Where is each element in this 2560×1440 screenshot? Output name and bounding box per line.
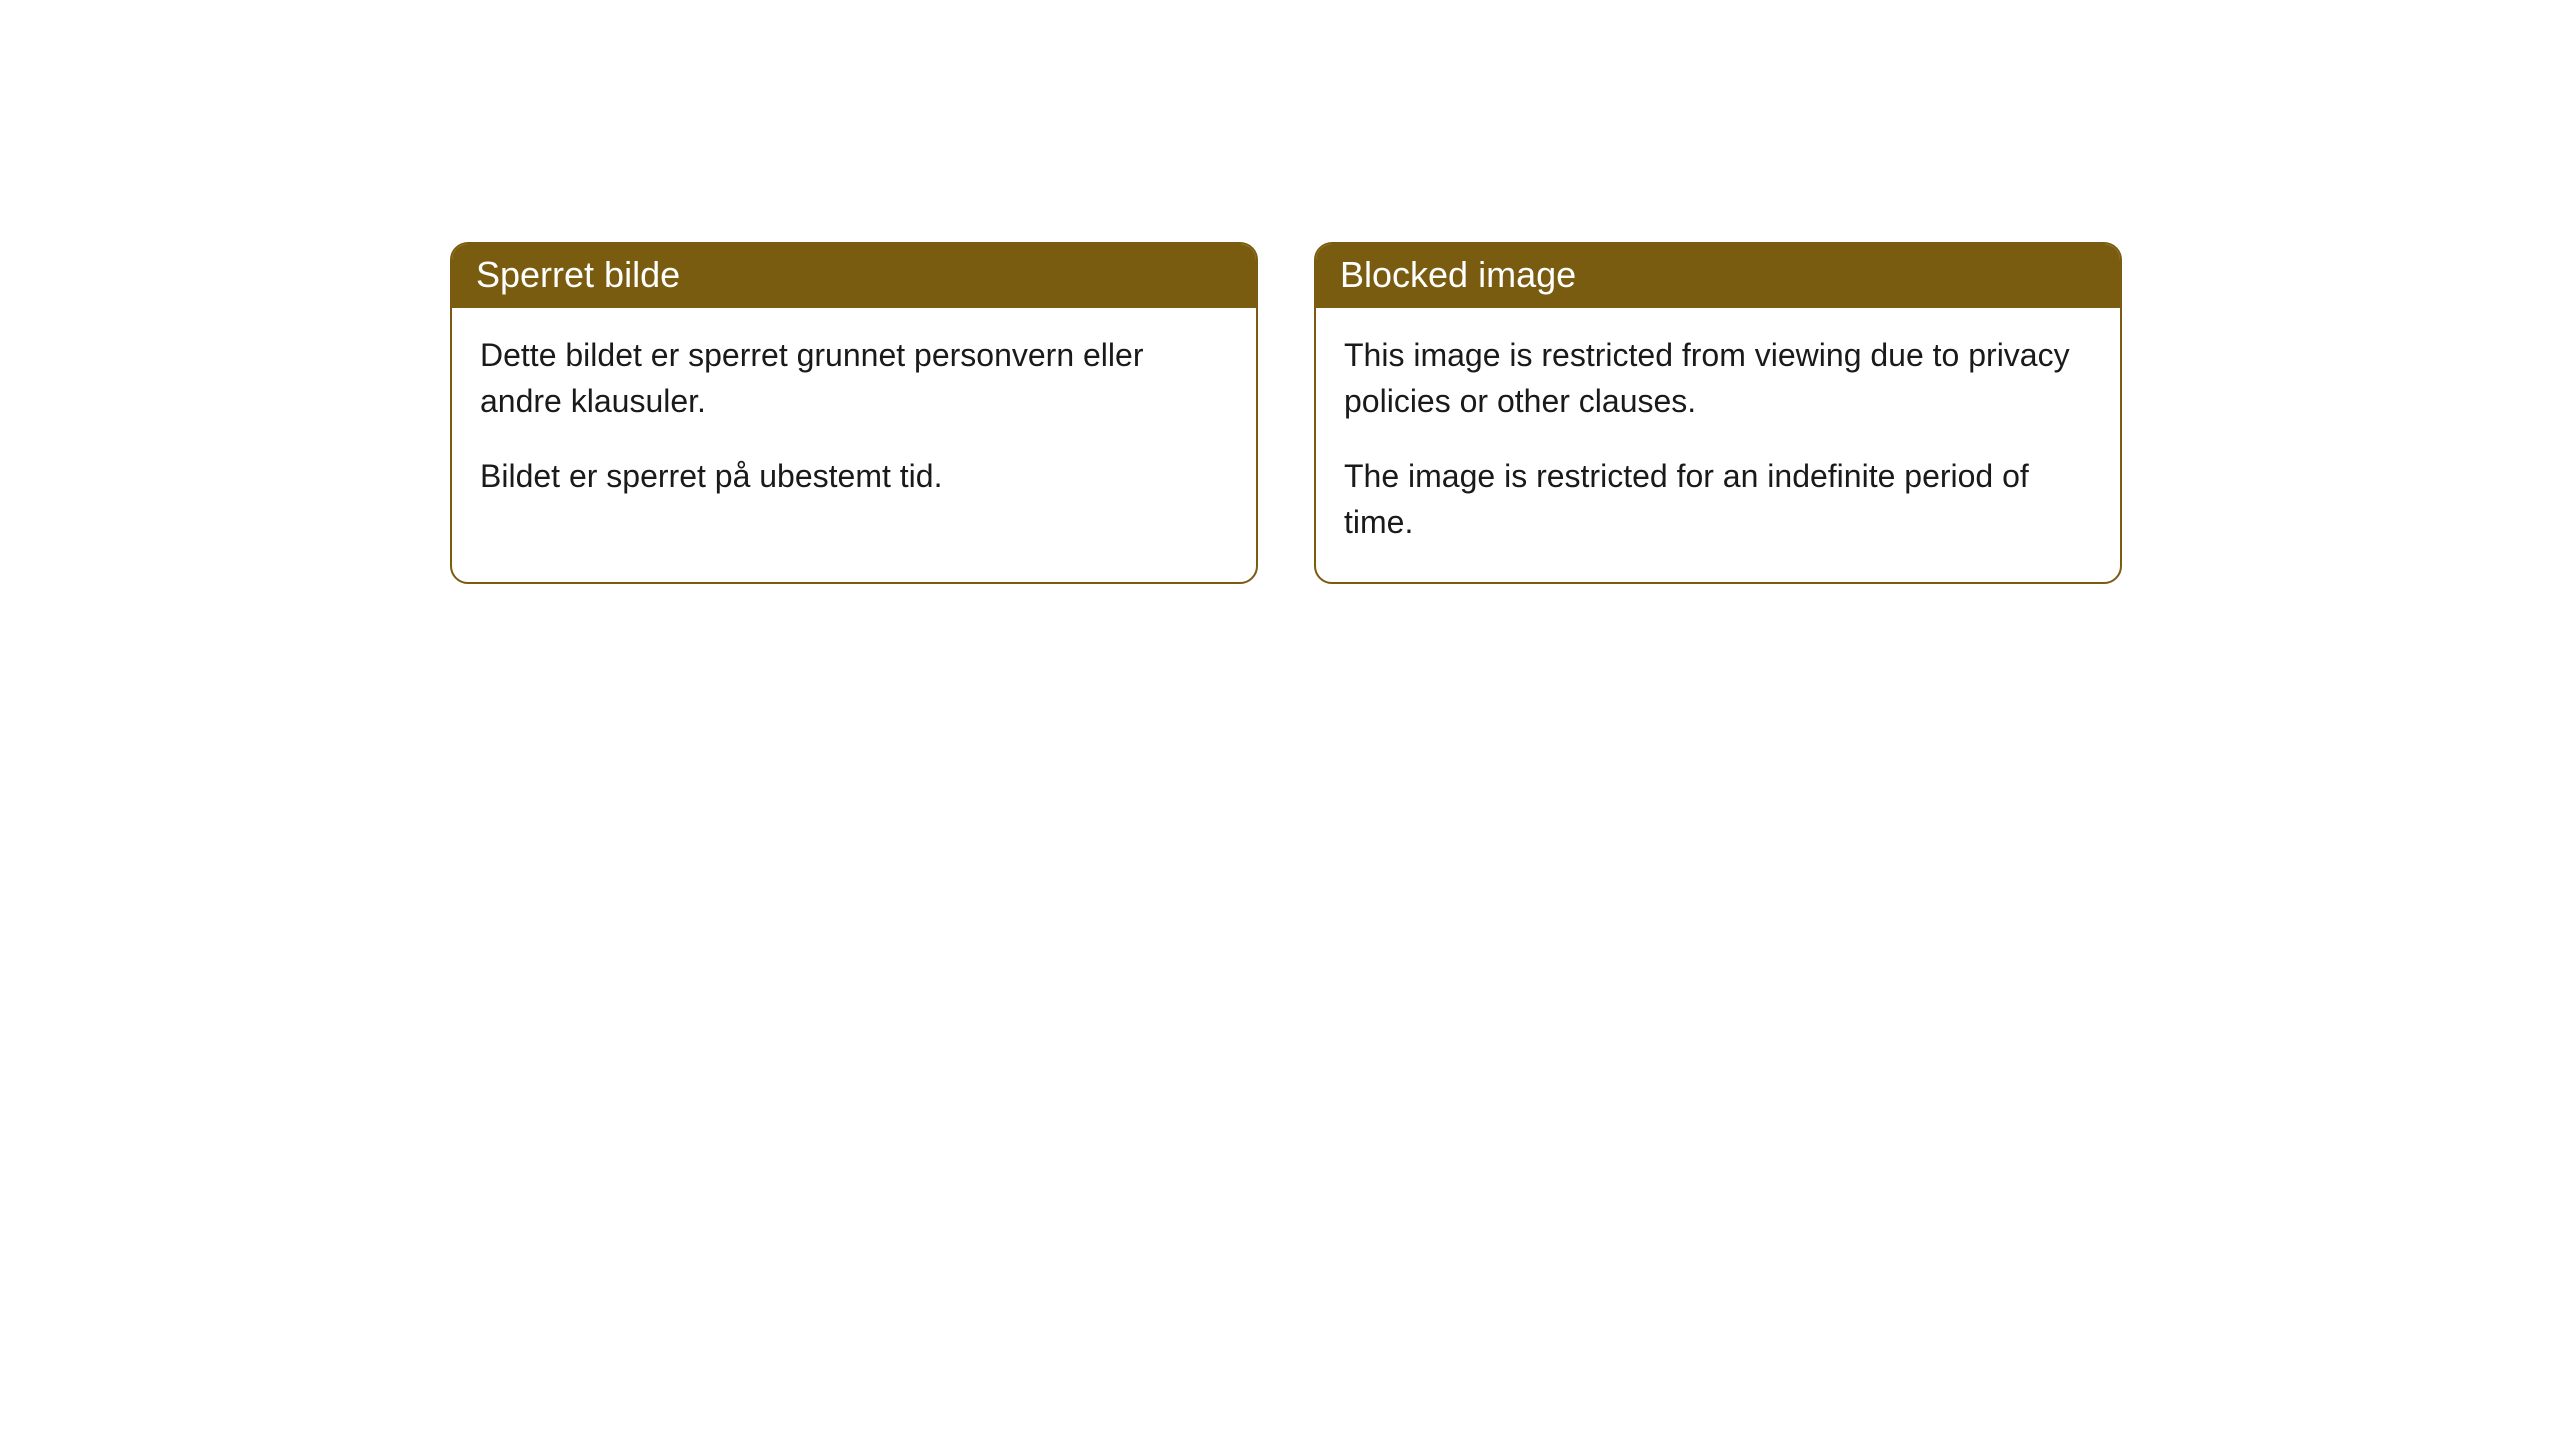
notice-body: This image is restricted from viewing du…: [1316, 308, 2120, 582]
notice-container: Sperret bilde Dette bildet er sperret gr…: [450, 242, 2122, 584]
notice-box-norwegian: Sperret bilde Dette bildet er sperret gr…: [450, 242, 1258, 584]
notice-box-english: Blocked image This image is restricted f…: [1314, 242, 2122, 584]
notice-title: Sperret bilde: [476, 254, 680, 295]
notice-body: Dette bildet er sperret grunnet personve…: [452, 308, 1256, 535]
notice-paragraph-2: The image is restricted for an indefinit…: [1344, 453, 2092, 546]
notice-header: Sperret bilde: [452, 244, 1256, 308]
notice-paragraph-2: Bildet er sperret på ubestemt tid.: [480, 453, 1228, 499]
notice-title: Blocked image: [1340, 254, 1576, 295]
notice-paragraph-1: Dette bildet er sperret grunnet personve…: [480, 332, 1228, 425]
notice-header: Blocked image: [1316, 244, 2120, 308]
notice-paragraph-1: This image is restricted from viewing du…: [1344, 332, 2092, 425]
